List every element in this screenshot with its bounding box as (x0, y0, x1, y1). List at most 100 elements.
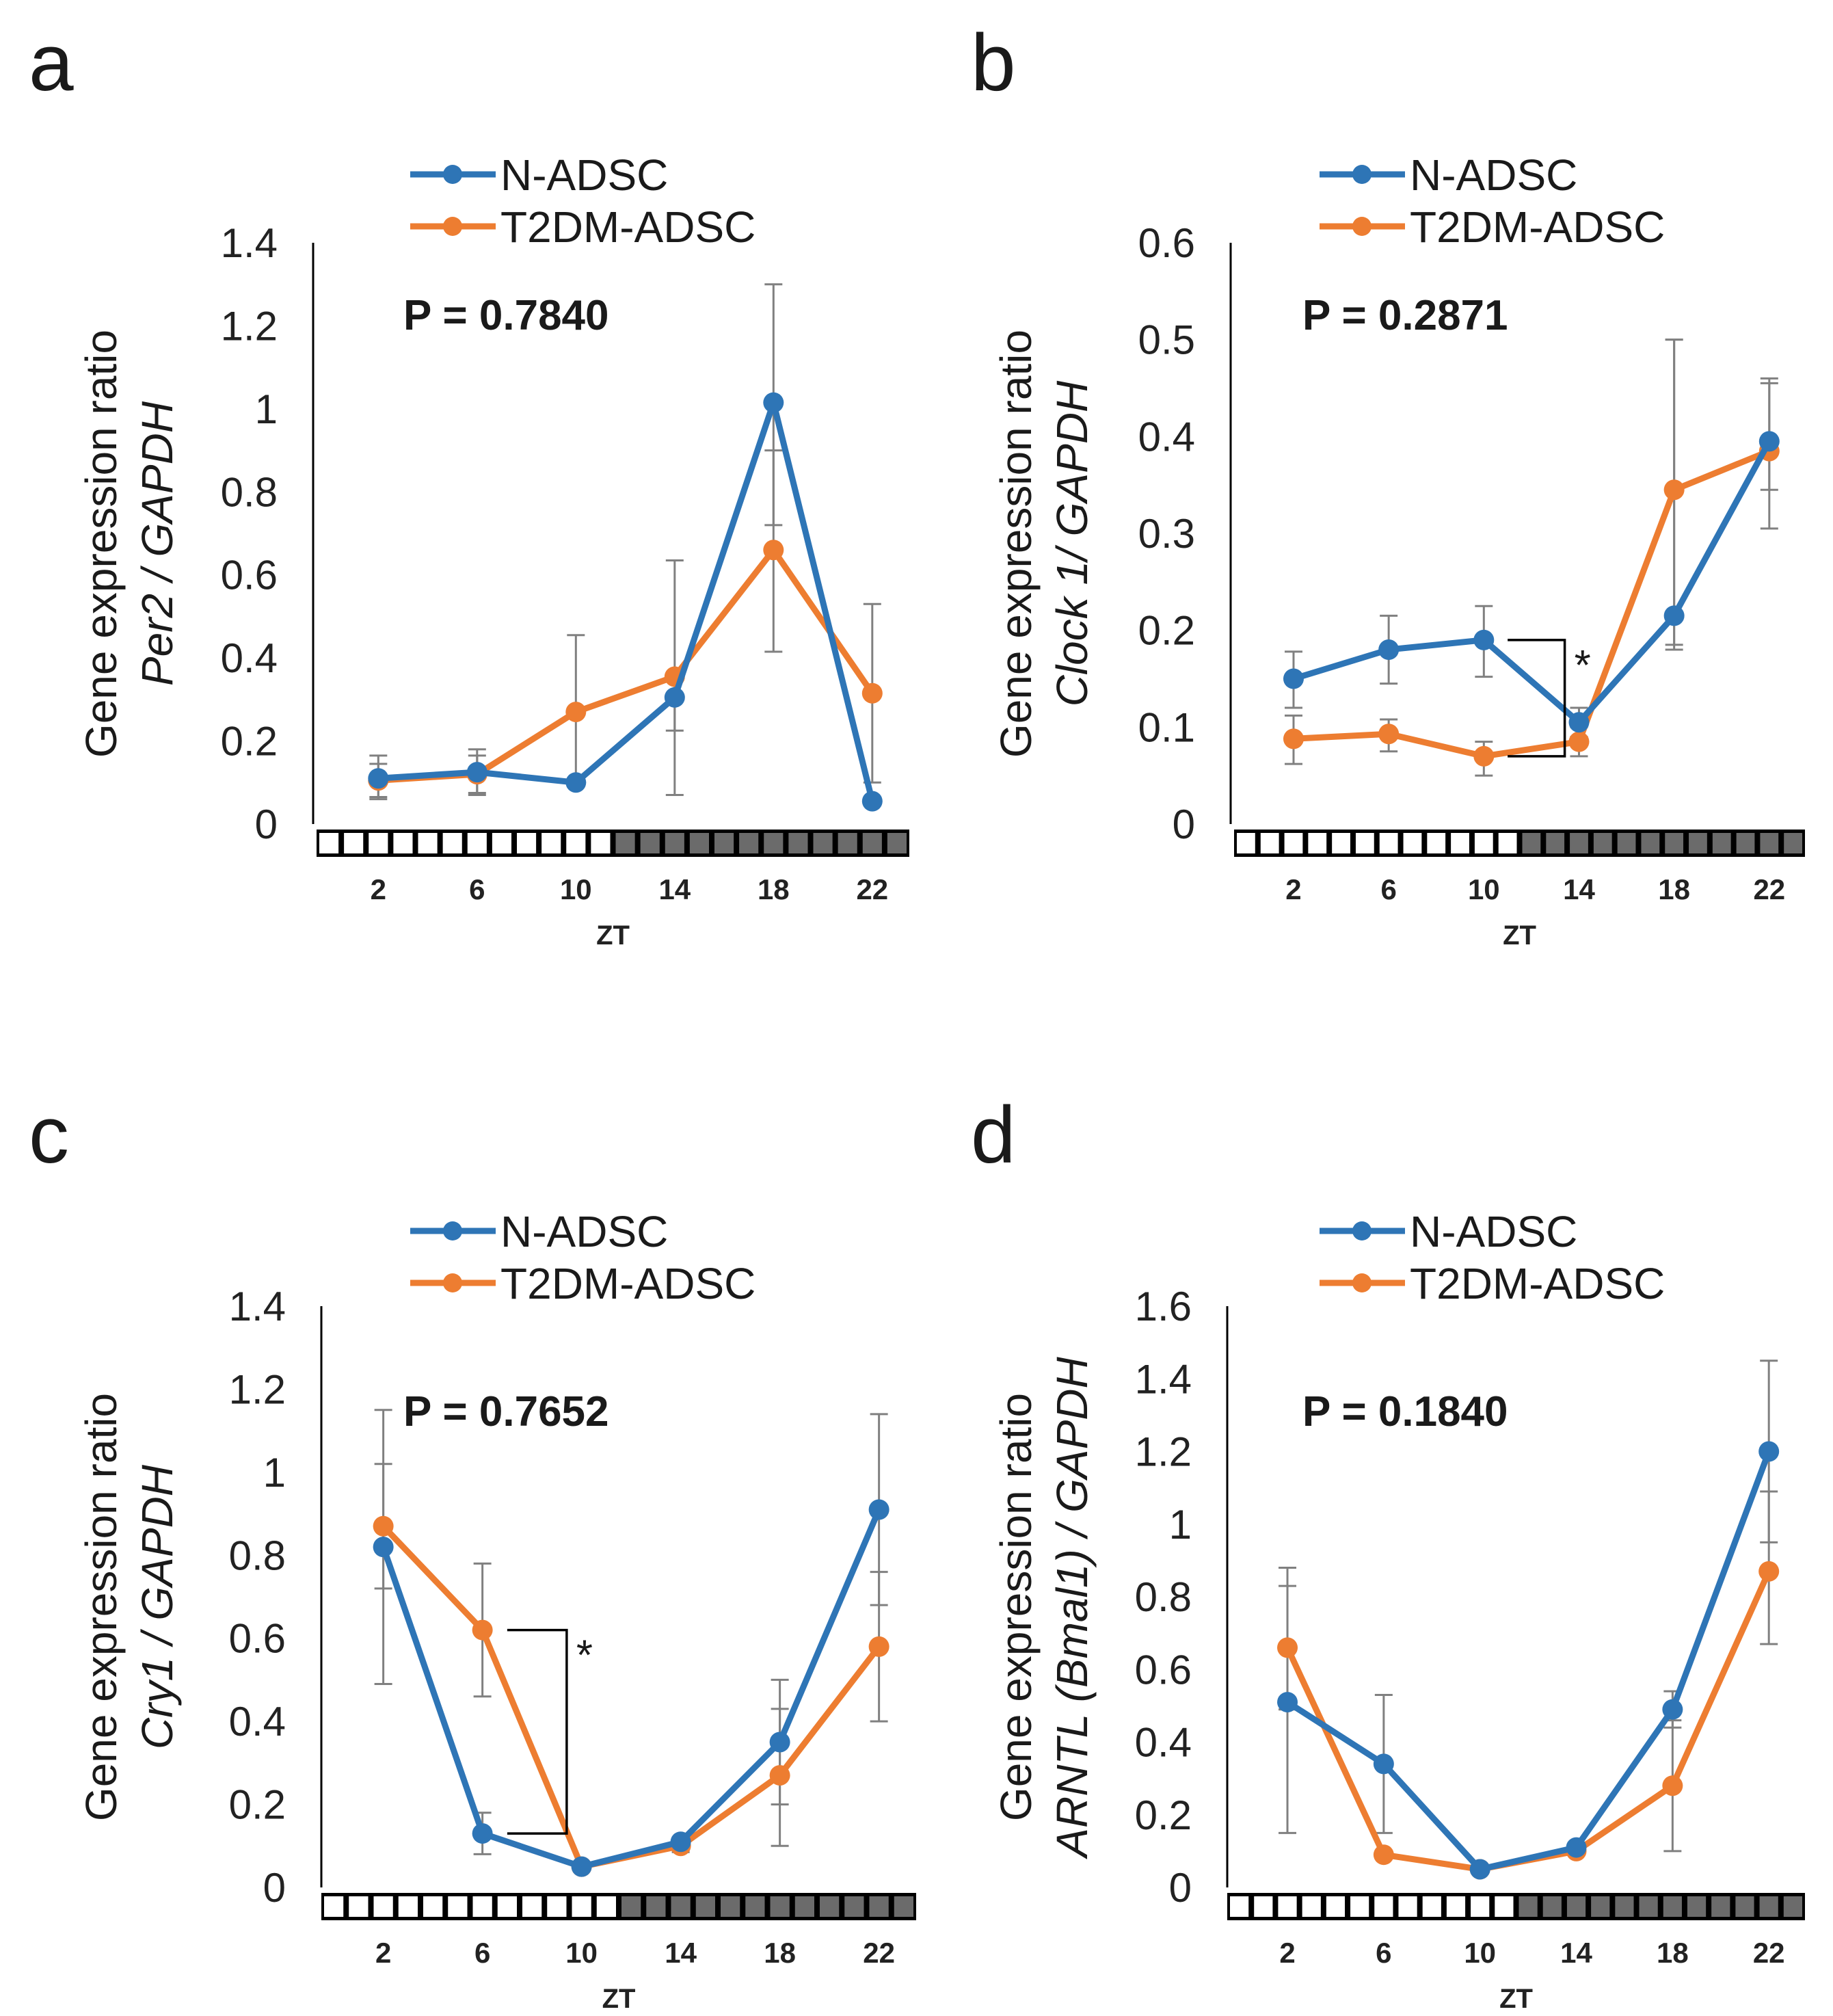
dark-phase-cell (1522, 833, 1541, 853)
p-value: P = 0.7840 (403, 292, 609, 339)
light-phase-cell (1326, 1896, 1346, 1917)
light-phase-cell (522, 1896, 542, 1917)
y-tick-label: 0 (1173, 801, 1195, 847)
light-phase-cell (492, 833, 511, 853)
data-point-n-adsc (670, 1831, 691, 1853)
y-axis-label-gene: Clock 1/ GAPDH (1047, 380, 1097, 706)
light-phase-cell (1302, 1896, 1321, 1917)
dark-phase-cell (1615, 1896, 1634, 1917)
x-tick-label: 14 (1560, 1937, 1592, 1969)
light-phase-cell (1398, 1896, 1417, 1917)
data-point-n-adsc (1758, 1441, 1780, 1462)
data-point-t2dm-adsc (565, 702, 587, 723)
legend-marker-t2dm-adsc (443, 1273, 462, 1292)
data-point-n-adsc (472, 1823, 493, 1844)
dark-phase-cell (1617, 833, 1636, 853)
light-phase-cell (1237, 833, 1255, 853)
data-point-t2dm-adsc (868, 1636, 889, 1657)
data-point-n-adsc (868, 1499, 889, 1520)
y-tick-label: 1.4 (1135, 1356, 1192, 1402)
series-line-t2dm-adsc (1293, 448, 1771, 760)
panel-letter: a (29, 18, 74, 108)
data-point-n-adsc (1378, 639, 1400, 660)
x-tick-label: 18 (764, 1937, 796, 1969)
y-tick-label: 0.4 (221, 635, 278, 681)
y-tick-label: 1.4 (229, 1284, 286, 1329)
light-phase-cell (547, 1896, 567, 1917)
data-point-n-adsc (861, 791, 883, 812)
x-tick-label: 2 (1285, 873, 1301, 905)
significance-star: * (576, 1632, 593, 1680)
p-value: P = 0.1840 (1302, 1388, 1508, 1435)
y-tick-label: 0.8 (1135, 1574, 1192, 1620)
y-tick-label: 0.2 (221, 719, 278, 765)
y-axis-label-gene: Per2 / GAPDH (133, 401, 182, 686)
y-tick-label: 0.6 (229, 1616, 286, 1662)
legend-marker-n-adsc (443, 165, 462, 184)
light-phase-cell (566, 833, 586, 853)
y-axis-label: Gene expression ratio (77, 330, 126, 758)
x-tick-label: 6 (474, 1937, 490, 1969)
legend-label-t2dm-adsc: T2DM-ADSC (1410, 1259, 1665, 1308)
legend-marker-t2dm-adsc (1352, 217, 1372, 236)
light-phase-cell (1474, 833, 1493, 853)
light-dark-strip (317, 830, 909, 857)
dark-phase-cell (1566, 1896, 1586, 1917)
p-value: P = 0.2871 (1302, 292, 1508, 339)
light-phase-cell (1230, 1896, 1249, 1917)
x-tick-label: 22 (856, 873, 888, 905)
light-phase-cell (448, 1896, 468, 1917)
light-phase-cell (1403, 833, 1422, 853)
dark-phase-cell (1712, 833, 1731, 853)
y-tick-label: 0 (255, 801, 278, 847)
data-point-t2dm-adsc (1373, 1844, 1394, 1866)
strip-frame (321, 1893, 916, 1920)
data-point-t2dm-adsc (769, 1765, 790, 1786)
dark-phase-cell (844, 1896, 864, 1917)
dark-phase-cell (1735, 1896, 1754, 1917)
data-point-n-adsc (1283, 668, 1304, 689)
light-dark-strip (321, 1893, 916, 1920)
y-tick-label: 0.6 (1138, 220, 1195, 266)
light-phase-cell (1350, 1896, 1369, 1917)
dark-phase-cell (671, 1896, 691, 1917)
legend-label-n-adsc: N-ADSC (500, 1207, 668, 1256)
dark-phase-cell (869, 1896, 889, 1917)
x-tick-label: 10 (565, 1937, 598, 1969)
light-dark-strip (1234, 830, 1805, 857)
light-phase-cell (1446, 1896, 1466, 1917)
data-point-n-adsc (565, 772, 587, 793)
light-phase-cell (349, 1896, 369, 1917)
y-tick-label: 0.8 (221, 469, 278, 515)
light-phase-cell (398, 1896, 418, 1917)
light-phase-cell (1260, 833, 1279, 853)
y-tick-label: 0.2 (1135, 1792, 1192, 1838)
strip-frame (1227, 1893, 1805, 1920)
data-point-n-adsc (1566, 1837, 1587, 1858)
y-tick-label: 1 (1169, 1502, 1192, 1548)
dark-phase-cell (1591, 1896, 1610, 1917)
light-phase-cell (472, 1896, 492, 1917)
light-phase-cell (591, 833, 611, 853)
dark-phase-cell (813, 833, 833, 853)
data-point-n-adsc (373, 1537, 394, 1558)
data-point-t2dm-adsc (1283, 728, 1304, 750)
dark-phase-cell (1639, 1896, 1658, 1917)
dark-phase-cell (745, 1896, 765, 1917)
dark-phase-cell (695, 1896, 715, 1917)
light-phase-cell (1355, 833, 1374, 853)
significance-bracket (507, 1628, 568, 1835)
light-phase-cell (1374, 1896, 1393, 1917)
x-tick-label: 2 (1279, 1937, 1295, 1969)
light-phase-cell (1427, 833, 1446, 853)
dark-phase-cell (794, 1896, 814, 1917)
x-axis-label: ZT (596, 920, 630, 951)
y-axis-label-gene: ARNTL (Bmal1) / GAPDH (1047, 1357, 1097, 1860)
dark-phase-cell (721, 1896, 740, 1917)
data-point-t2dm-adsc (472, 1619, 493, 1641)
series-line-n-adsc (378, 399, 876, 802)
